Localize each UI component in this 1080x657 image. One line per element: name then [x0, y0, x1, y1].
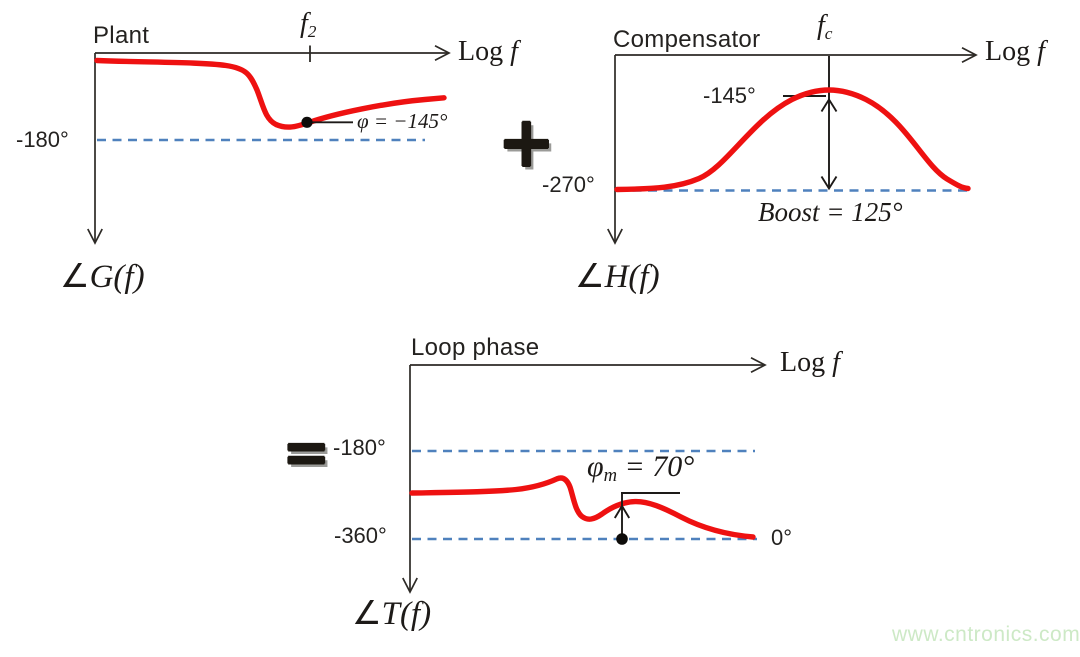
boost-annotation: Boost = 125° [758, 197, 903, 227]
boost-arrowhead-up [820, 97, 838, 113]
compensator-270-label: -270° [542, 172, 595, 197]
compensator-x-axis-arrowhead [961, 47, 978, 63]
loop-f-var: f [832, 347, 840, 378]
loop-360-label: -360° [334, 523, 387, 548]
plant-y-axis-label: ∠G(f) [60, 256, 145, 295]
compensator-x-axis-label: Log f [985, 37, 1045, 66]
plant-180-label: -180° [16, 127, 69, 152]
plant-phase-curve [94, 57, 447, 130]
loop-phase-curve [409, 475, 756, 540]
loop-y-axis-label: ∠T(f) [352, 593, 432, 632]
plant-phase-annotation: φ = −145° [357, 109, 448, 133]
loop-zero-label: 0° [771, 525, 793, 550]
loop-title: Loop phase [411, 334, 540, 361]
plant-x-axis-label: Log f [458, 37, 518, 66]
plant-x-axis-arrowhead [434, 45, 451, 61]
plant-title: Plant [93, 22, 150, 49]
loop-x-axis-arrowhead [750, 357, 767, 373]
compensator-fc-base: f [817, 10, 825, 41]
loop-x-axis-label: Log f [780, 348, 840, 377]
compensator-phase-curve [614, 87, 971, 193]
loop-log-word: Log [780, 347, 826, 378]
loop-y-axis-arrowhead [402, 577, 418, 594]
phase-margin-value: = 70° [617, 450, 695, 483]
plant-y-axis-arrowhead [87, 228, 103, 245]
loop-plot [402, 357, 767, 594]
compensator-fc-sub: c [824, 23, 833, 43]
compensator-peak-label: -145° [703, 83, 756, 108]
plant-func-name: G(f) [89, 259, 145, 295]
loop-angle-symbol: ∠ [352, 593, 382, 632]
plant-phase-dot [301, 116, 313, 128]
compensator-f-var: f [1037, 36, 1045, 67]
compensator-func-name: H(f) [604, 259, 660, 295]
plant-plot [87, 45, 451, 245]
compensator-plot [607, 47, 978, 245]
compensator-title: Compensator [613, 26, 761, 53]
phase-margin-sub: m [603, 465, 618, 487]
watermark-text: www.cntronics.com [892, 623, 1080, 646]
compensator-angle-symbol: ∠ [575, 256, 605, 295]
plant-f-var: f [510, 36, 518, 67]
loop-crossover-dot [616, 533, 628, 545]
phase-margin-annotation: φm = 70° [587, 451, 694, 486]
compensator-y-axis-label: ∠H(f) [575, 256, 660, 295]
plant-f2-tick-label: f2 [300, 9, 316, 41]
phase-margin-symbol: φ [587, 450, 604, 483]
plant-angle-symbol: ∠ [60, 256, 90, 295]
compensator-y-axis-arrowhead [607, 228, 623, 245]
plus-operator: + [497, 101, 556, 183]
phase-margin-arrowhead-up [613, 504, 631, 519]
equals-operator: = [282, 418, 331, 486]
boost-arrowhead-down [820, 175, 838, 191]
plant-f2-sub: 2 [307, 21, 317, 41]
plant-log-word: Log [458, 36, 504, 67]
compensator-log-word: Log [985, 36, 1031, 67]
compensator-fc-tick-label: fc [817, 11, 833, 43]
plant-f2-base: f [300, 8, 308, 39]
loop-func-name: T(f) [381, 596, 432, 632]
loop-180-label: -180° [333, 435, 386, 460]
